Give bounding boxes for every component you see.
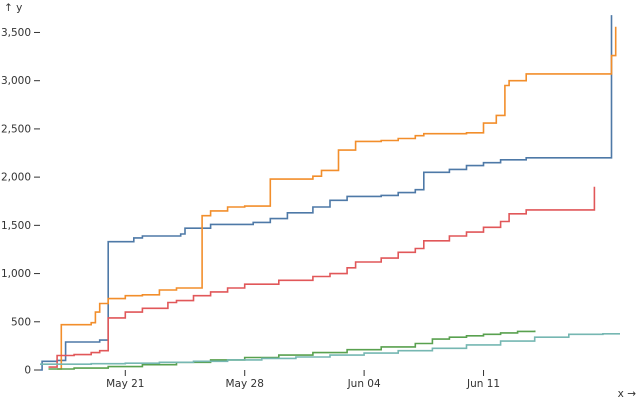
- y-tick-label: 0: [24, 365, 31, 377]
- series-layer: [40, 15, 620, 371]
- y-tick: 1,500: [1, 220, 40, 232]
- series-line-1: [40, 15, 613, 371]
- x-tick-label: Jun 11: [466, 378, 500, 390]
- y-tick-label: 1,500: [1, 220, 31, 232]
- x-tick: Jun 04: [347, 370, 381, 390]
- y-tick-label: 3,000: [1, 75, 31, 87]
- series-line-4: [48, 330, 536, 370]
- y-axis-label: ↑ y: [4, 2, 22, 14]
- series-line-5: [40, 333, 620, 365]
- y-tick: 500: [11, 316, 40, 328]
- x-tick: Jun 11: [466, 370, 500, 390]
- y-tick: 2,500: [1, 123, 40, 135]
- x-tick-label: May 21: [106, 378, 144, 390]
- x-tick: May 21: [106, 370, 144, 390]
- y-axis: 0 500 1,000 1,500 2,000 2,500 3,000 3,500: [1, 27, 40, 377]
- y-tick-label: 1,000: [1, 268, 31, 280]
- x-tick-label: Jun 04: [347, 378, 381, 390]
- y-tick: 0: [24, 365, 40, 377]
- series-line-2: [57, 26, 617, 370]
- series-line-3: [48, 186, 596, 368]
- y-tick-label: 500: [11, 316, 31, 328]
- y-tick: 3,000: [1, 75, 40, 87]
- y-tick: 1,000: [1, 268, 40, 280]
- x-axis-label: x →: [618, 388, 637, 400]
- y-tick-label: 2,500: [1, 123, 31, 135]
- x-axis: May 21 May 28 Jun 04 Jun 11: [106, 370, 500, 390]
- x-tick: May 28: [226, 370, 264, 390]
- y-tick-label: 3,500: [1, 27, 31, 39]
- y-tick-label: 2,000: [1, 172, 31, 184]
- y-tick: 2,000: [1, 172, 40, 184]
- y-tick: 3,500: [1, 27, 40, 39]
- x-tick-label: May 28: [226, 378, 264, 390]
